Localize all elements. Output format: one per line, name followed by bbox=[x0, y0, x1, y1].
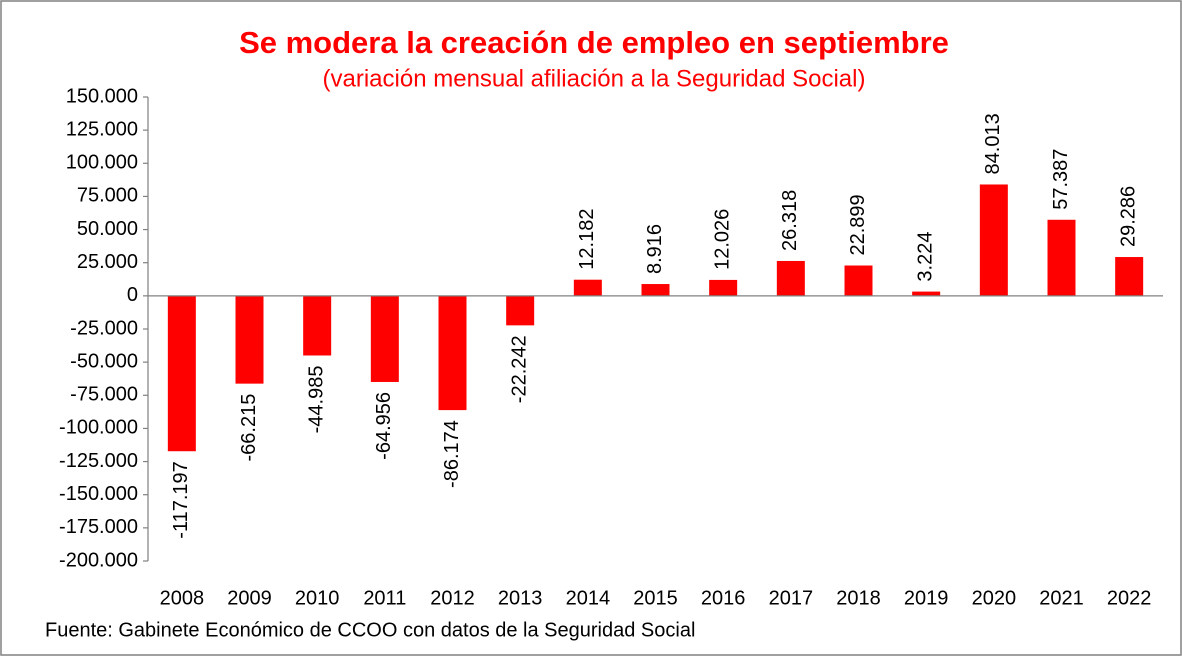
value-label: -86.174 bbox=[441, 420, 463, 488]
y-tick-label: -150.000 bbox=[59, 483, 138, 505]
x-tick-label: 2020 bbox=[972, 587, 1017, 609]
value-label: -117.197 bbox=[170, 461, 192, 538]
x-tick-label: 2019 bbox=[904, 587, 949, 609]
chart-title: Se modera la creación de empleo en septi… bbox=[239, 25, 949, 60]
value-label: 3.224 bbox=[914, 232, 936, 282]
bar bbox=[709, 279, 738, 296]
x-tick-label: 2008 bbox=[160, 587, 205, 609]
bar bbox=[776, 260, 805, 296]
bar bbox=[573, 279, 602, 296]
bar bbox=[1115, 257, 1144, 296]
x-tick-label: 2018 bbox=[836, 587, 881, 609]
y-tick-label: -125.000 bbox=[59, 450, 138, 472]
value-label: 8.916 bbox=[644, 224, 666, 274]
x-tick-label: 2011 bbox=[363, 587, 406, 609]
y-tick-label: -200.000 bbox=[59, 549, 138, 571]
value-label: 12.182 bbox=[576, 209, 598, 270]
y-tick-label: -75.000 bbox=[70, 384, 138, 406]
bar bbox=[506, 295, 535, 326]
source-note: Fuente: Gabinete Económico de CCOO con d… bbox=[45, 619, 695, 641]
value-label: 22.899 bbox=[847, 194, 869, 255]
bar bbox=[167, 295, 196, 452]
y-tick-label: 150.000 bbox=[66, 85, 138, 107]
value-label: 12.026 bbox=[711, 209, 733, 270]
bar bbox=[979, 184, 1008, 296]
value-label: 26.318 bbox=[779, 190, 801, 251]
bar bbox=[370, 295, 399, 382]
bar bbox=[235, 295, 264, 384]
y-tick-label: -175.000 bbox=[59, 516, 138, 538]
x-tick-label: 2012 bbox=[430, 587, 475, 609]
bar bbox=[1047, 219, 1076, 296]
bar bbox=[303, 295, 332, 356]
value-label: 57.387 bbox=[1050, 149, 1072, 210]
y-tick-label: 0 bbox=[127, 284, 138, 306]
x-tick-label: 2021 bbox=[1039, 587, 1084, 609]
bar bbox=[844, 265, 873, 296]
value-label: -44.985 bbox=[305, 365, 327, 433]
x-tick-label: 2017 bbox=[769, 587, 814, 609]
value-label: 84.013 bbox=[982, 113, 1004, 174]
y-tick-label: -25.000 bbox=[70, 317, 138, 339]
value-label: 29.286 bbox=[1117, 186, 1139, 247]
x-tick-label: 2015 bbox=[633, 587, 678, 609]
y-tick-label: 50.000 bbox=[77, 218, 138, 240]
value-label: -64.956 bbox=[373, 392, 395, 460]
bar bbox=[641, 284, 670, 296]
y-tick-label: 75.000 bbox=[77, 185, 138, 207]
x-tick-label: 2013 bbox=[498, 587, 543, 609]
y-tick-label: 125.000 bbox=[66, 118, 138, 140]
y-tick-label: 25.000 bbox=[77, 251, 138, 273]
x-tick-label: 2010 bbox=[295, 587, 340, 609]
value-label: -22.242 bbox=[508, 335, 530, 403]
x-tick-label: 2014 bbox=[566, 587, 611, 609]
y-tick-label: 100.000 bbox=[66, 152, 138, 174]
x-tick-label: 2009 bbox=[227, 587, 272, 609]
x-tick-label: 2022 bbox=[1107, 587, 1152, 609]
y-tick-label: -50.000 bbox=[70, 350, 138, 372]
x-tick-label: 2016 bbox=[701, 587, 746, 609]
value-label: -66.215 bbox=[238, 394, 260, 462]
y-tick-label: -100.000 bbox=[59, 417, 138, 439]
bar bbox=[438, 295, 467, 411]
bar bbox=[912, 291, 941, 296]
chart-subtitle: (variación mensual afiliación a la Segur… bbox=[323, 65, 866, 92]
